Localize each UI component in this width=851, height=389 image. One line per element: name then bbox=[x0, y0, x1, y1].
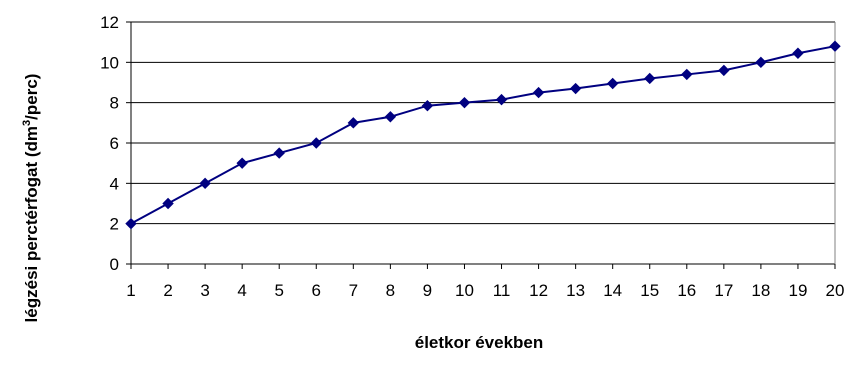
y-tick-label: 2 bbox=[110, 215, 119, 234]
data-point bbox=[310, 137, 322, 149]
y-tick-label: 8 bbox=[110, 94, 119, 113]
data-point bbox=[792, 47, 804, 59]
y-axis-title-tail: /perc) bbox=[22, 74, 41, 120]
x-tick-label: 13 bbox=[566, 281, 585, 300]
data-points bbox=[125, 40, 841, 230]
gridlines bbox=[126, 21, 835, 265]
axes bbox=[130, 22, 836, 269]
data-point bbox=[718, 64, 730, 77]
data-point bbox=[569, 82, 582, 95]
x-tick-label: 20 bbox=[826, 281, 845, 300]
x-tick-label: 10 bbox=[455, 281, 474, 300]
x-tick-label: 4 bbox=[237, 281, 246, 300]
data-point bbox=[681, 68, 693, 81]
y-tick-label: 12 bbox=[100, 13, 119, 32]
x-tick-label: 18 bbox=[751, 281, 770, 300]
data-point bbox=[755, 56, 767, 69]
data-point bbox=[644, 72, 656, 85]
data-point bbox=[384, 111, 397, 123]
y-tick-labels: 0 2 4 6 8 10 12 bbox=[100, 13, 119, 274]
data-point bbox=[532, 86, 545, 99]
x-tick-label: 2 bbox=[163, 281, 172, 300]
data-point bbox=[347, 117, 360, 129]
y-tick-label: 6 bbox=[110, 134, 119, 153]
data-point bbox=[606, 77, 619, 90]
data-point bbox=[273, 147, 285, 159]
x-tick-label: 5 bbox=[274, 281, 283, 300]
data-point bbox=[236, 157, 248, 169]
y-axis-title-sup: 3 bbox=[21, 120, 33, 126]
y-axis-title-main: légzési perctérfogat (dm bbox=[22, 126, 41, 323]
x-tick-label: 17 bbox=[714, 281, 733, 300]
x-tick-label: 16 bbox=[677, 281, 696, 300]
x-tick-label: 11 bbox=[493, 281, 511, 300]
x-tick-label: 15 bbox=[640, 281, 659, 300]
x-tick-labels: 1 2 3 4 5 6 7 8 9 10 11 12 13 14 15 16 17 18 19 20 bbox=[126, 281, 844, 300]
x-tick-label: 12 bbox=[529, 281, 548, 300]
data-point bbox=[125, 217, 137, 230]
x-tick-label: 3 bbox=[200, 281, 209, 300]
y-axis-title: légzési perctérfogat (dm3/perc) bbox=[21, 74, 41, 323]
x-tick-label: 7 bbox=[349, 281, 358, 300]
x-axis-title: életkor években bbox=[415, 333, 544, 352]
x-tick-label: 6 bbox=[312, 281, 321, 300]
x-tick-label: 8 bbox=[386, 281, 395, 300]
x-tick-label: 9 bbox=[423, 281, 432, 300]
y-tick-label: 10 bbox=[100, 53, 119, 72]
x-tick-label: 1 bbox=[126, 281, 135, 300]
x-tick-label: 14 bbox=[603, 281, 622, 300]
y-tick-label: 4 bbox=[110, 174, 119, 193]
y-tick-label: 0 bbox=[110, 255, 119, 274]
series-line bbox=[130, 45, 836, 225]
data-point bbox=[458, 96, 471, 109]
data-point bbox=[495, 93, 508, 106]
data-point bbox=[421, 99, 434, 112]
x-tick-label: 19 bbox=[788, 281, 807, 300]
data-point bbox=[162, 197, 174, 210]
data-point bbox=[199, 177, 211, 190]
data-point bbox=[829, 40, 841, 52]
